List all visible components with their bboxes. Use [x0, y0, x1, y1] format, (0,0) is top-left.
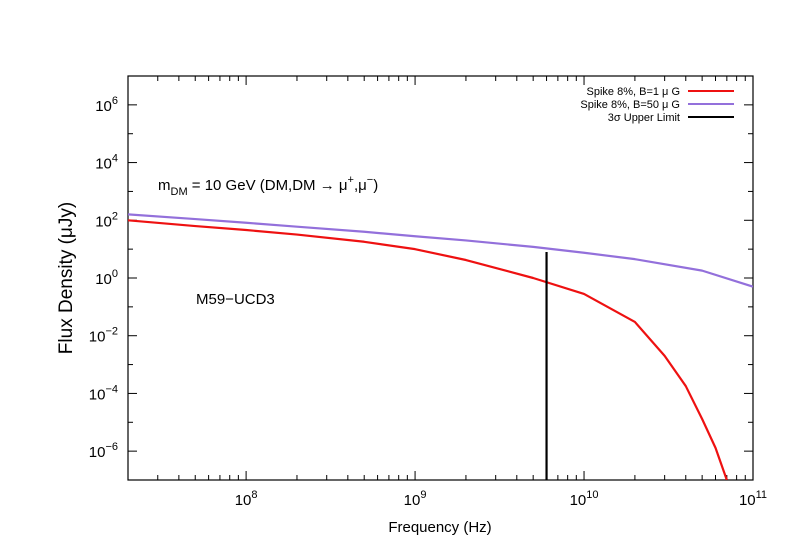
- y-tick-label: 10−6: [89, 441, 118, 461]
- y-tick-label: 104: [95, 153, 118, 173]
- series-layer: [128, 213, 753, 480]
- legend-label-purple: Spike 8%, B=50 μ G: [580, 99, 680, 111]
- x-tick-label: 1010: [570, 489, 599, 509]
- y-tick-label: 106: [95, 95, 118, 115]
- legend-label-upper-limit: 3σ Upper Limit: [608, 112, 680, 124]
- x-tick-label: 108: [235, 489, 258, 509]
- y-axis-title: Flux Density (μJy): [56, 202, 77, 354]
- y-tick-label: 10−2: [89, 326, 118, 346]
- plot-frame: [127, 75, 754, 481]
- x-tick-label: 109: [404, 489, 427, 509]
- x-axis-title: Frequency (Hz): [388, 519, 491, 536]
- object-name-annotation: M59−UCD3: [196, 291, 275, 308]
- series-line-b1: [128, 219, 728, 480]
- y-tick-label: 10−4: [89, 383, 118, 403]
- series-line-b50: [128, 213, 753, 288]
- y-tick-label: 102: [95, 210, 118, 230]
- legend: Spike 8%, B=1 μ G Spike 8%, B=50 μ G 3σ …: [580, 86, 734, 124]
- y-tick-label: 100: [95, 268, 118, 288]
- legend-label-red: Spike 8%, B=1 μ G: [587, 86, 680, 98]
- x-tick-label: 1011: [739, 489, 767, 509]
- axis-ticks: [127, 75, 754, 481]
- axis-tick-labels: 108 109 1010 1011 10−6 10−4 10−2 100 102 104 106: [89, 95, 767, 509]
- dm-mass-annotation: mDM = 10 GeV (DM,DM → μ+,μ−): [158, 174, 378, 198]
